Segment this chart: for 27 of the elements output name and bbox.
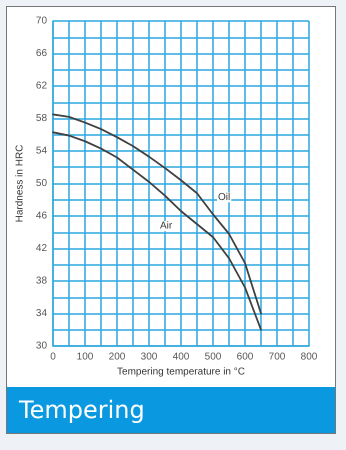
y-tick-label: 42	[36, 243, 48, 254]
y-axis-title: Hardness in HRC	[14, 144, 26, 222]
y-tick-label: 46	[36, 210, 48, 222]
y-tick-label: 58	[36, 113, 48, 124]
x-tick-label: 400	[172, 352, 190, 362]
y-tick-label: 62	[36, 80, 48, 92]
y-tick-label: 50	[36, 178, 48, 189]
text: Tempering	[7, 387, 335, 433]
x-axis-title: Tempering temperature in °C	[117, 366, 245, 378]
x-tick-label: 300	[140, 352, 158, 362]
x-tick-label: 0	[50, 352, 56, 362]
x-tick-label: 100	[76, 352, 94, 362]
y-tick-label: 30	[36, 340, 48, 352]
x-tick-label: 600	[236, 352, 254, 362]
x-tick-label: 500	[204, 352, 222, 362]
x-tick-label: 800	[300, 352, 318, 362]
y-tick-label: 38	[36, 276, 48, 286]
y-tick-label: 66	[36, 48, 48, 59]
y-tick-label: 34	[36, 308, 48, 319]
series-label: Air	[160, 220, 173, 232]
y-tick-label: 54	[36, 146, 48, 156]
x-tick-label: 200	[108, 352, 126, 362]
line-series	[52, 114, 262, 314]
y-tick-label: 70	[36, 16, 48, 26]
series-label: Oil	[218, 192, 230, 203]
x-tick-label: 700	[268, 352, 286, 362]
line-series	[52, 131, 262, 331]
